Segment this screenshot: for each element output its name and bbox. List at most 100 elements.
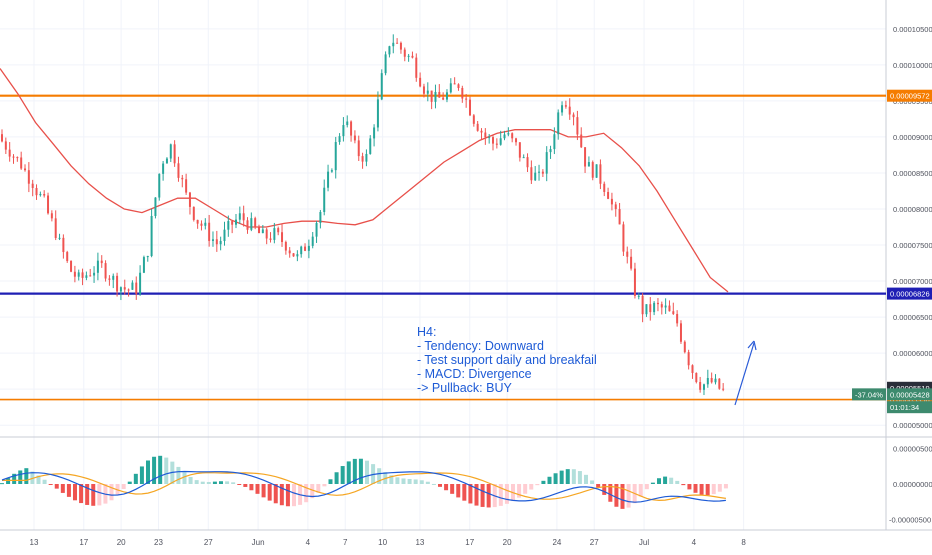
candle-body	[200, 223, 203, 226]
macd-hist-bar	[346, 461, 351, 484]
candle-body	[691, 365, 694, 373]
candle-body	[430, 90, 433, 102]
price-tick-label: 0.00010500	[893, 25, 932, 34]
macd-tick-label: 0.00000000	[893, 480, 932, 489]
candle-body	[541, 171, 544, 174]
annotation-line: - Test support daily and breakfail	[417, 353, 597, 367]
price-tick-label: 0.00007500	[893, 241, 932, 250]
candle-body	[273, 228, 276, 240]
candle-body	[641, 295, 644, 315]
candle-body	[668, 305, 671, 312]
candle-body	[323, 187, 326, 212]
candle-body	[530, 167, 533, 181]
macd-hist-bar	[419, 480, 424, 484]
level-price-label: 0.00009572	[890, 92, 930, 101]
candle-body	[158, 173, 161, 198]
candle-body	[311, 236, 314, 246]
price-tick-label: 0.00010000	[893, 61, 932, 70]
candle-body	[204, 222, 207, 226]
macd-hist-bar	[200, 481, 205, 484]
price-badge-label: 0.00005519	[890, 384, 930, 393]
macd-hist-bar	[571, 469, 576, 484]
candle-body	[710, 377, 713, 383]
candle-body	[587, 162, 590, 167]
macd-hist-bar	[158, 455, 163, 484]
candle-body	[415, 57, 418, 78]
candle-body	[618, 209, 621, 225]
candle-body	[54, 218, 57, 238]
macd-hist-bar	[559, 470, 564, 484]
macd-hist-bar	[669, 477, 674, 484]
macd-hist-bar	[152, 456, 157, 484]
candle-body	[177, 163, 180, 178]
candle-body	[584, 147, 587, 167]
macd-tick-label: 0.00000500	[893, 445, 932, 454]
macd-hist-bar	[273, 484, 278, 504]
macd-hist-bar	[577, 471, 582, 484]
candle-body	[380, 73, 383, 100]
macd-hist-bar	[255, 484, 260, 494]
candle-body	[564, 105, 567, 107]
price-badges: 0.000095720.000068260.000053560.00005519…	[852, 89, 932, 414]
pullback-arrow-head	[747, 340, 757, 351]
time-tick-label: 24	[552, 538, 561, 547]
macd-hist-bar	[279, 484, 284, 506]
macd-hist-bar	[413, 479, 418, 484]
macd-hist-bar	[553, 473, 558, 484]
candle-body	[438, 91, 441, 98]
candle-body	[81, 272, 84, 278]
macd-hist-bar	[237, 484, 242, 485]
candle-body	[660, 304, 663, 308]
macd-line	[1, 470, 726, 503]
candle-body	[664, 305, 667, 308]
macd-hist-bar	[723, 484, 728, 489]
candle-body	[649, 304, 652, 313]
macd-hist-bar	[431, 483, 436, 485]
macd-hist-bar	[717, 484, 722, 492]
candle-body	[373, 127, 376, 139]
candle-body	[73, 271, 76, 277]
candle-body	[346, 121, 349, 126]
candle-body	[350, 121, 353, 136]
macd-hist-bar	[711, 484, 716, 495]
candle-body	[422, 86, 425, 94]
candle-body	[234, 219, 237, 225]
candle-body	[319, 211, 322, 223]
candle-body	[591, 162, 594, 178]
price-tick-label: 0.00008000	[893, 205, 932, 214]
candle-body	[503, 134, 506, 139]
macd-hist-bar	[164, 457, 169, 484]
candle-body	[461, 87, 464, 99]
candle-body	[250, 218, 253, 230]
candle-body	[196, 219, 199, 224]
candle-body	[419, 77, 422, 87]
candle-body	[426, 90, 429, 94]
candle-body	[488, 137, 491, 139]
macd-hist-bar	[486, 484, 491, 508]
macd-hist-bar	[316, 484, 321, 493]
candle-body	[515, 138, 518, 143]
candle-body	[119, 287, 122, 292]
candle-body	[246, 220, 249, 230]
macd-hist-bar	[638, 484, 643, 497]
candle-body	[307, 245, 310, 251]
candle-body	[108, 278, 111, 280]
candle-body	[330, 170, 333, 172]
level-price-label: 0.00006826	[890, 290, 930, 299]
candle-body	[142, 257, 145, 273]
annotation[interactable]: H4: - Tendency: Downward - Test support …	[417, 325, 757, 406]
candle-body	[277, 228, 280, 233]
candle-body	[219, 240, 222, 245]
candle-body	[242, 213, 245, 221]
pullback-arrow	[734, 342, 755, 406]
macd-panel	[0, 455, 728, 509]
candle-body	[58, 237, 61, 239]
candle-body	[572, 114, 575, 118]
candle-body	[361, 156, 364, 162]
macd-hist-bar	[176, 466, 181, 484]
time-tick-label: 17	[79, 538, 88, 547]
candle-body	[139, 272, 142, 294]
candle-body	[706, 377, 709, 385]
